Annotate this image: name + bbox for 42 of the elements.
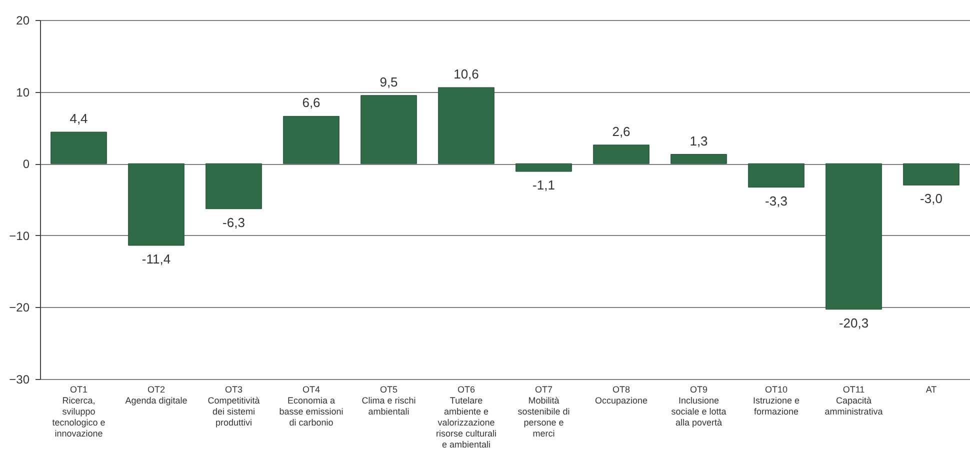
x-tick-label: OT6 Tutelare ambiente e valorizzazione risorse culturali e ambientali: [436, 384, 497, 450]
data-label: 10,6: [454, 66, 479, 82]
x-tick-label: OT11 Capacità amministrativa: [824, 384, 883, 416]
bar: [438, 87, 494, 164]
data-label: -6,3: [222, 214, 245, 230]
x-tick-label: OT10 Istruzione e formazione: [752, 384, 800, 416]
bar: [593, 144, 650, 164]
bar: [206, 163, 262, 210]
bar: [283, 116, 340, 164]
data-label: 2,6: [612, 124, 630, 139]
y-tick-label: 0: [22, 157, 30, 172]
bar: [903, 163, 960, 186]
x-tick-label: OT7 Mobilità sostenibile di persone e merci: [518, 384, 570, 438]
x-tick-label: OT1 Ricerca, sviluppo tecnologico e innovazione: [52, 384, 106, 438]
data-label: 1,3: [690, 133, 708, 148]
bar: [670, 154, 727, 164]
data-label: 9,5: [380, 74, 398, 90]
x-tick-label: OT8 Occupazione: [594, 384, 648, 406]
y-tick-label: −20: [9, 300, 30, 315]
y-tick-label: −10: [9, 228, 30, 243]
bar: [360, 95, 417, 164]
data-label: -20,3: [838, 315, 869, 330]
bar: [516, 163, 572, 172]
bar: [128, 163, 184, 246]
data-label: 4,4: [70, 111, 88, 126]
x-tick-label: AT: [926, 384, 938, 394]
data-label: 6,6: [302, 95, 320, 110]
data-label: -3,3: [765, 193, 788, 208]
x-tick-label: OT3 Competitività dei sistemi produttivi: [208, 384, 260, 428]
bar: [748, 163, 804, 188]
data-label: -11,4: [142, 251, 171, 266]
data-label: -3,0: [920, 191, 942, 206]
y-tick-label: 10: [16, 85, 30, 100]
x-tick-label: OT5 Clima e rischi ambientali: [362, 384, 416, 416]
bar: [50, 132, 107, 164]
x-tick-label: OT2 Agenda digitale: [125, 384, 188, 406]
bar: [826, 163, 882, 310]
y-tick-label: 20: [16, 14, 30, 28]
y-tick-label: −30: [9, 372, 30, 386]
x-tick-label: OT9 Inclusione sociale e lotta alla povertà: [671, 384, 726, 428]
data-label: -1,1: [532, 178, 555, 192]
x-tick-label: OT4 Economia a basse emissioni di carbonio: [279, 384, 344, 428]
